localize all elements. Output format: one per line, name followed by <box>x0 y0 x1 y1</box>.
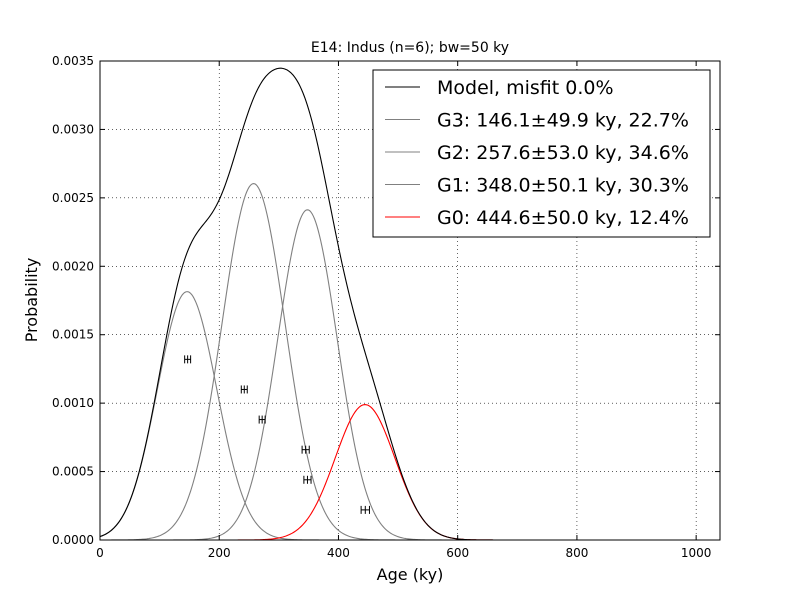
y-tick-label: 0.0035 <box>52 54 94 68</box>
legend-frame <box>372 69 711 238</box>
x-tick-label: 1000 <box>681 546 712 560</box>
legend-label-1: G3: 146.1±49.9 ky, 22.7% <box>437 110 689 132</box>
data-point-4 <box>303 475 312 484</box>
x-tick-label: 200 <box>208 546 231 560</box>
ticks-layer: 0 200 400 600 800 1000 0.0000 0.0005 0.0010 0.001… <box>52 54 720 560</box>
component-curve-0 <box>99 291 720 541</box>
legend-label-0: Model, misfit 0.0% <box>437 77 614 99</box>
legend-label-4: G0: 444.6±50.0 ky, 12.4% <box>437 207 689 229</box>
legend-label-2: G2: 257.6±53.0 ky, 34.6% <box>437 142 689 164</box>
y-tick-label: 0.0005 <box>52 465 94 479</box>
x-tick-label: 800 <box>565 546 588 560</box>
x-tick-label: 400 <box>327 546 350 560</box>
x-axis-label: Age (ky) <box>377 565 444 584</box>
y-tick-label: 0.0030 <box>52 122 94 136</box>
data-point-2 <box>258 415 266 424</box>
y-axis-label: Probability <box>22 258 41 343</box>
data-point-5 <box>360 505 370 514</box>
plot-frame <box>99 60 721 541</box>
data-points-layer <box>184 355 370 514</box>
x-tick-label: 0 <box>96 546 104 560</box>
data-point-1 <box>240 385 248 394</box>
y-tick-label: 0.0025 <box>52 191 94 205</box>
y-tick-label: 0.0020 <box>52 259 94 273</box>
y-tick-label: 0.0000 <box>52 533 94 547</box>
legend: Model, misfit 0.0% G3: 146.1±49.9 ky, 22.… <box>372 69 711 238</box>
y-tick-label: 0.0010 <box>52 396 94 410</box>
component-curve-3 <box>100 404 720 541</box>
y-tick-label: 0.0015 <box>52 328 94 342</box>
data-point-0 <box>184 355 192 364</box>
legend-label-3: G1: 348.0±50.1 ky, 30.3% <box>437 175 689 197</box>
data-point-3 <box>301 445 310 454</box>
chart-title: E14: Indus (n=6); bw=50 ky <box>311 40 509 56</box>
x-tick-label: 600 <box>446 546 469 560</box>
component-curve-2 <box>100 209 720 541</box>
